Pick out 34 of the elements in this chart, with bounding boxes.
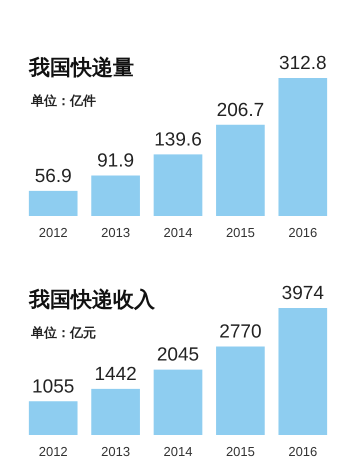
chart-title: 我国快递收入 [28,288,156,312]
bar [28,190,78,216]
data-label: 312.8 [279,53,327,74]
data-label: 206.7 [216,100,264,121]
bar [91,175,140,216]
x-tick-label: 2016 [288,444,318,459]
data-label: 91.9 [97,150,134,172]
data-label: 1442 [94,364,137,385]
bar [216,346,265,435]
data-label: 2045 [156,344,200,366]
chart-title: 我国快递量 [28,56,134,80]
bar [28,401,78,435]
x-tick-label: 2014 [164,225,192,240]
bar [91,388,140,435]
bar [154,154,202,216]
data-label: 2770 [219,321,262,342]
data-label: 56.9 [34,166,72,187]
bar [154,370,202,435]
data-label: 139.6 [154,129,202,150]
data-label: 1055 [32,376,74,398]
x-tick-label: 2015 [226,444,255,459]
bar [216,124,265,216]
x-tick-label: 2012 [38,444,68,459]
x-tick-label: 2014 [164,444,192,459]
data-label: 3974 [282,283,324,304]
x-tick-label: 2016 [288,225,318,240]
x-tick-label: 2012 [38,225,68,240]
bar [278,308,328,435]
x-tick-label: 2013 [101,444,130,459]
x-tick-label: 2015 [226,225,255,240]
x-tick-label: 2013 [101,225,130,240]
text: 单位：亿元 [30,325,96,341]
bar [278,78,328,216]
text: 单位：亿件 [30,93,96,109]
